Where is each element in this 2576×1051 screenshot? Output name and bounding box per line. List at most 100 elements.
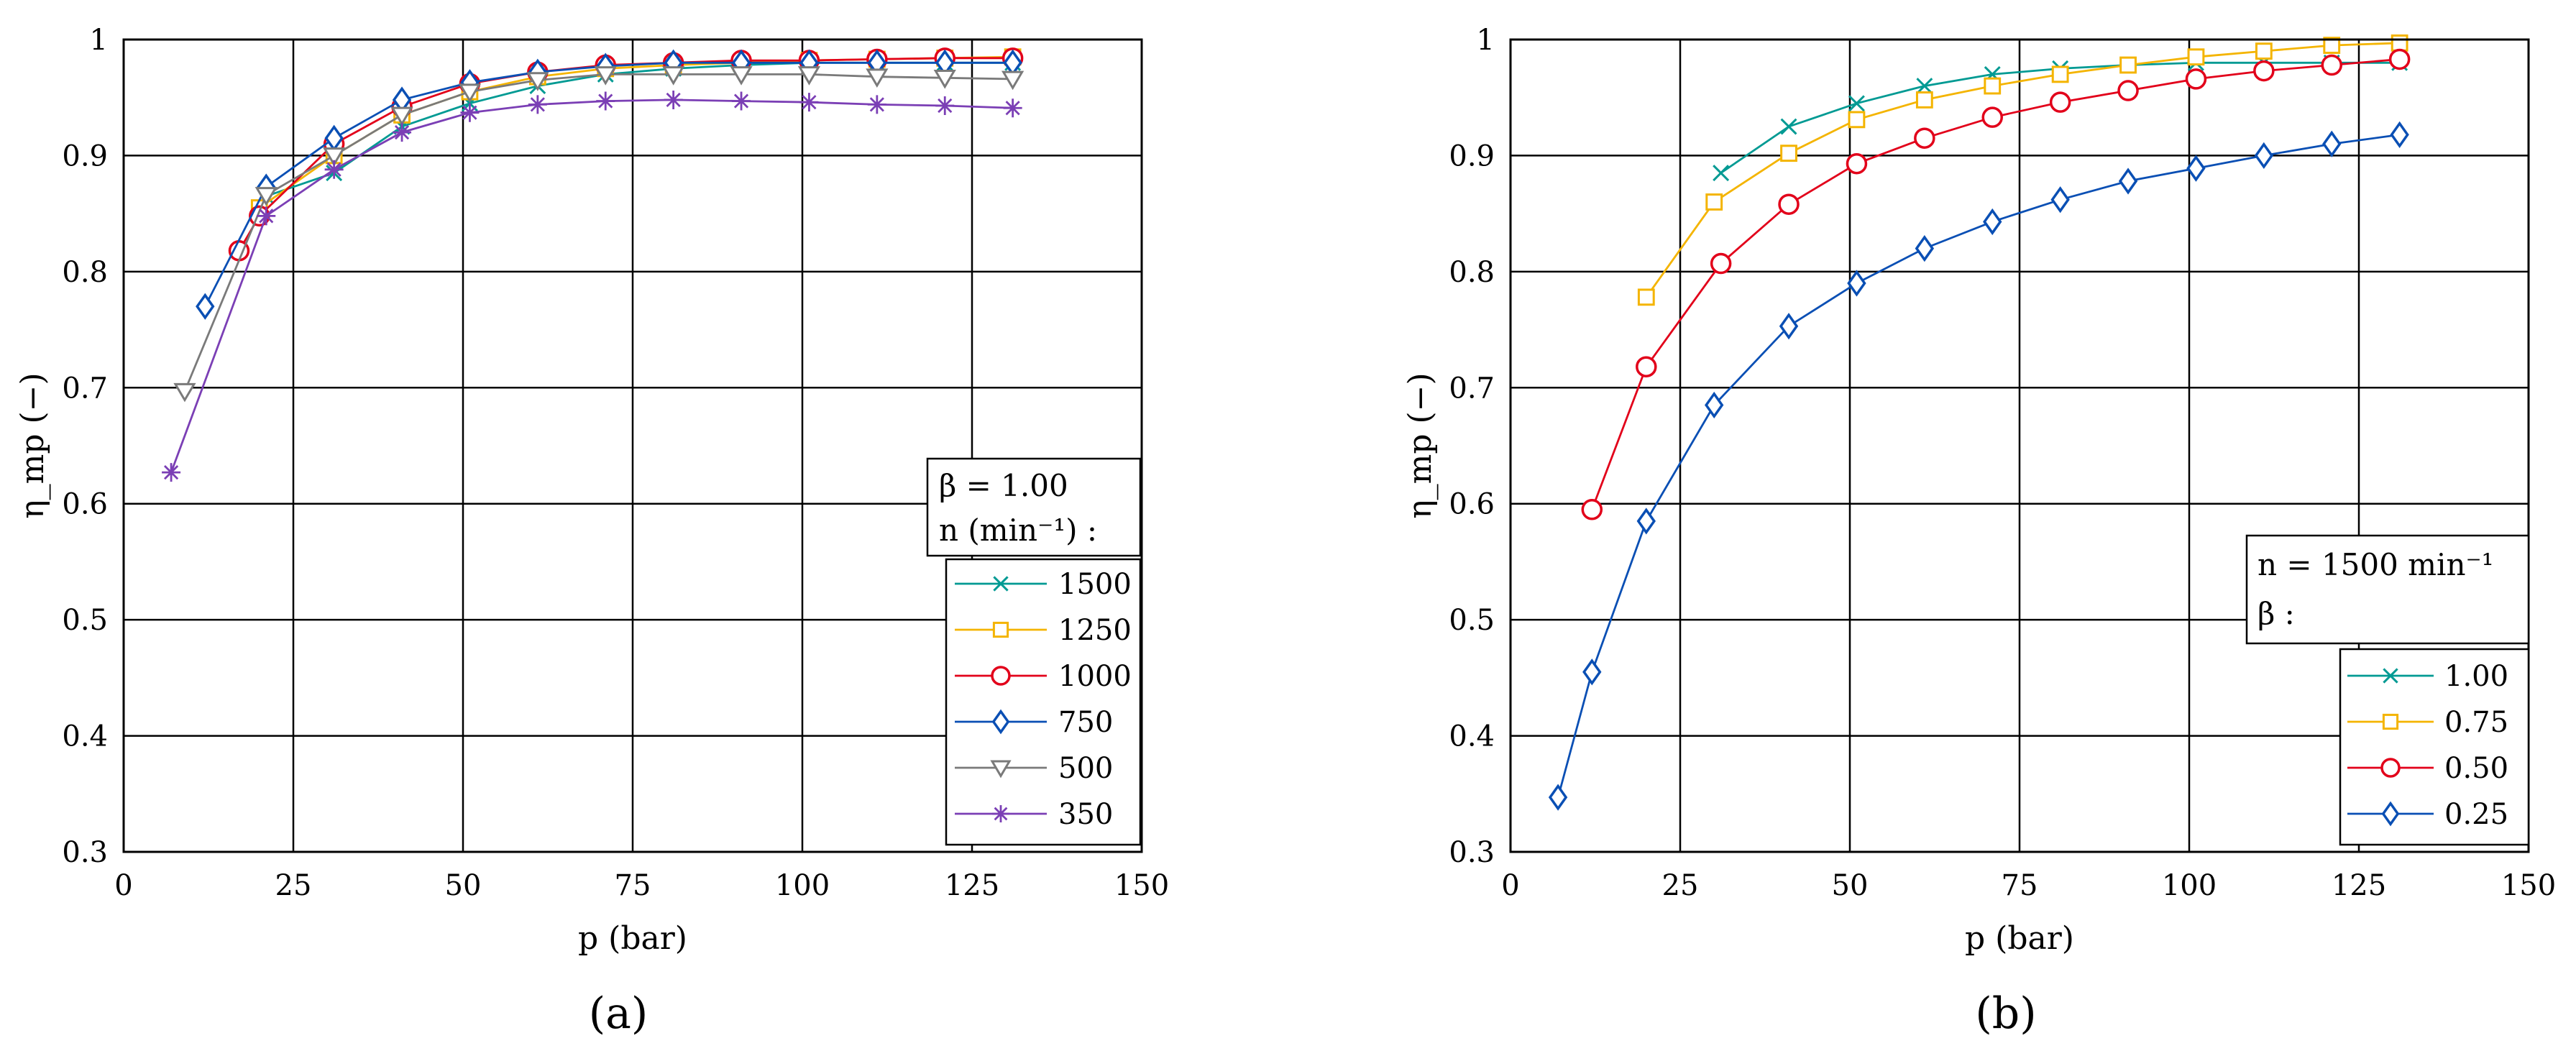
x-tick-label: 125 [2332, 869, 2386, 902]
data-point-0.75 [2323, 37, 2341, 54]
legend-label: 0.50 [2444, 752, 2508, 785]
y-tick-label: 0.7 [1449, 372, 1495, 405]
x-tick-label: 125 [945, 869, 999, 902]
panel-label-b: (b) [1975, 988, 2036, 1039]
data-point-0.50 [2388, 48, 2411, 70]
legend-entries-a: 1500 1250 1000 750 500 350 [955, 568, 1132, 831]
legend-marker [2382, 713, 2399, 730]
legend-entry-750: 750 [955, 706, 1113, 739]
x-axis-label-a: p (bar) [578, 920, 687, 957]
data-point-0.25 [1636, 508, 1656, 535]
data-point-500 [390, 106, 413, 127]
series-0.50 [1581, 48, 2411, 520]
data-point-0.50 [2117, 80, 2139, 101]
data-point-0.75 [1780, 144, 1797, 162]
y-tick-label: 0.5 [62, 604, 108, 637]
legend-entry-1.00: 1.00 [2347, 660, 2508, 693]
data-point-0.75 [1705, 193, 1723, 211]
data-point-350 [664, 90, 683, 109]
legend-entry-1500: 1500 [955, 568, 1132, 601]
y-ticks-a: 0.3 0.4 0.5 0.6 0.7 0.8 0.9 1 [62, 24, 108, 869]
data-point-500 [173, 382, 196, 403]
legend-marker [992, 805, 1009, 822]
legend-title-box-a [926, 457, 1142, 557]
legend-entries-box-a [945, 558, 1142, 846]
data-point-1.00 [1848, 95, 1865, 112]
legend-marker [991, 709, 1010, 735]
legend-label: 500 [1058, 752, 1113, 785]
data-point-1.00 [1916, 78, 1933, 95]
legend-title-line2-b: β : [2258, 596, 2295, 631]
legend-entries-b: 1.00 0.75 0.50 0.25 [2347, 660, 2508, 831]
y-tick-label: 0.5 [1449, 604, 1495, 637]
data-point-350 [732, 91, 751, 111]
legend-marker [2383, 668, 2398, 684]
data-point-0.50 [1981, 106, 2003, 128]
legend-title-line1-a: β = 1.00 [939, 468, 1068, 503]
y-tick-label: 0.6 [62, 488, 108, 521]
legend-entry-500: 500 [955, 752, 1113, 785]
x-tick-label: 150 [1114, 869, 1169, 902]
x-tick-label: 0 [114, 869, 132, 902]
y-tick-label: 0.8 [62, 256, 108, 289]
data-point-0.50 [2321, 54, 2342, 76]
legend-label: 0.25 [2444, 798, 2508, 831]
data-point-1.00 [1713, 165, 1730, 182]
y-tick-label: 1 [1477, 24, 1495, 57]
x-tick-label: 50 [1832, 869, 1869, 902]
plot-frame-a [122, 38, 1143, 853]
data-point-350 [162, 463, 181, 482]
x-tick-label: 100 [775, 869, 830, 902]
data-point-0.25 [1779, 313, 1799, 340]
data-point-500 [323, 147, 346, 167]
data-point-0.25 [2118, 167, 2138, 195]
series-0.25 [1548, 121, 2409, 811]
legend-entry-1250: 1250 [955, 614, 1132, 647]
data-point-0.75 [2391, 34, 2408, 52]
legend-label: 1500 [1058, 568, 1132, 601]
legend-entries-box-b [2339, 648, 2530, 846]
data-point-0.75 [2119, 56, 2137, 74]
data-point-500 [730, 66, 753, 86]
legend-marker [993, 576, 1009, 592]
data-point-0.25 [2186, 155, 2206, 182]
x-tick-label: 0 [1501, 869, 1519, 902]
data-point-0.25 [2254, 142, 2274, 170]
data-point-500 [933, 70, 956, 89]
legend-a: β = 1.00 n (min⁻¹) : 1500 1250 1000 750 500 3… [926, 457, 1142, 846]
series-line-0.25 [1557, 134, 2400, 798]
x-tick-label: 50 [445, 869, 482, 902]
legend-marker [990, 760, 1012, 779]
y-tick-label: 0.8 [1449, 256, 1495, 289]
data-point-500 [866, 68, 889, 88]
data-point-350 [528, 95, 547, 114]
data-point-0.50 [2253, 60, 2275, 82]
legend-title-line1-b: n = 1500 min⁻¹ [2258, 547, 2494, 582]
data-point-0.25 [1983, 208, 2002, 236]
data-point-0.75 [1848, 111, 1866, 129]
data-point-0.25 [2050, 186, 2070, 214]
legend-marker [2381, 801, 2400, 827]
legend-label: 0.75 [2444, 706, 2508, 739]
legend-label: 1000 [1058, 660, 1132, 693]
legend-entry-0.75: 0.75 [2347, 706, 2508, 739]
data-point-0.75 [1637, 288, 1655, 306]
data-point-0.50 [1710, 252, 1732, 275]
legend-label: 1250 [1058, 614, 1132, 647]
y-axis-label-a: η_mp (−) [14, 372, 51, 518]
legend-title-box-b [2245, 534, 2530, 645]
y-axis-label-b: η_mp (−) [1402, 372, 1439, 518]
plot-frame-b [1509, 38, 2530, 853]
legend-label: 1.00 [2444, 660, 2508, 693]
data-point-750 [196, 293, 215, 320]
panel-label-a: (a) [589, 988, 648, 1039]
x-tick-label: 150 [2501, 869, 2556, 902]
data-point-500 [255, 187, 278, 206]
data-point-0.75 [2051, 65, 2069, 83]
data-point-0.25 [2322, 130, 2342, 157]
legend-entry-0.50: 0.50 [2347, 752, 2508, 785]
x-ticks-a: 0 25 50 75 100 125 150 [114, 869, 1169, 902]
data-point-0.50 [1636, 356, 1657, 377]
x-tick-label: 75 [615, 869, 651, 902]
